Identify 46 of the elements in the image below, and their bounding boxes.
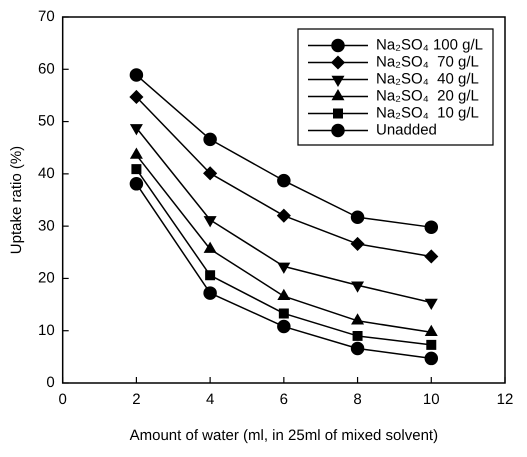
- point: [350, 210, 364, 224]
- point: [130, 90, 144, 104]
- point: [203, 166, 217, 180]
- y-tick-label: 70: [38, 8, 55, 26]
- point: [277, 174, 291, 188]
- legend-label: Na₂SO₄ 10 g/L: [376, 104, 479, 122]
- point: [277, 208, 291, 222]
- point: [131, 164, 142, 174]
- point: [278, 308, 289, 318]
- point: [130, 68, 144, 82]
- x-tick-label: 12: [496, 391, 514, 408]
- point: [277, 320, 291, 334]
- y-tick-label: 60: [38, 60, 55, 78]
- x-tick-label: 4: [206, 391, 214, 408]
- legend-label: Na₂SO₄ 100 g/L: [376, 36, 484, 54]
- point: [352, 281, 364, 292]
- point: [352, 330, 363, 341]
- legend-label: Na₂SO₄ 40 g/L: [376, 70, 479, 88]
- x-axis-title: Amount of water (ml, in 25ml of mixed solvent): [130, 427, 438, 444]
- y-tick-label: 50: [38, 112, 55, 130]
- legend-label: Na₂SO₄ 70 g/L: [376, 54, 479, 71]
- point: [424, 352, 438, 366]
- x-tick-label: 0: [58, 391, 67, 408]
- point: [203, 132, 217, 146]
- point: [130, 177, 144, 191]
- point: [425, 326, 438, 336]
- legend-label: Unadded: [376, 122, 437, 139]
- point: [350, 342, 364, 356]
- y-axis-title: Uptake ratio (%): [8, 146, 26, 254]
- x-tick-label: 8: [353, 391, 362, 408]
- legend-label: Na₂SO₄ 20 g/L: [376, 88, 479, 105]
- x-tick-label: 2: [132, 391, 141, 408]
- x-tick-label: 6: [280, 391, 288, 408]
- y-tick-label: 20: [38, 270, 55, 287]
- point: [426, 340, 436, 350]
- y-tick-label: 40: [38, 165, 55, 182]
- x-tick-label: 10: [422, 391, 440, 408]
- y-tick-label: 30: [38, 217, 55, 234]
- point: [203, 286, 217, 300]
- y-tick-label: 10: [38, 322, 55, 339]
- point: [424, 220, 438, 234]
- point: [350, 237, 364, 251]
- point: [352, 314, 364, 325]
- point: [205, 270, 216, 280]
- y-tick-label: 0: [46, 374, 55, 392]
- point: [424, 250, 438, 264]
